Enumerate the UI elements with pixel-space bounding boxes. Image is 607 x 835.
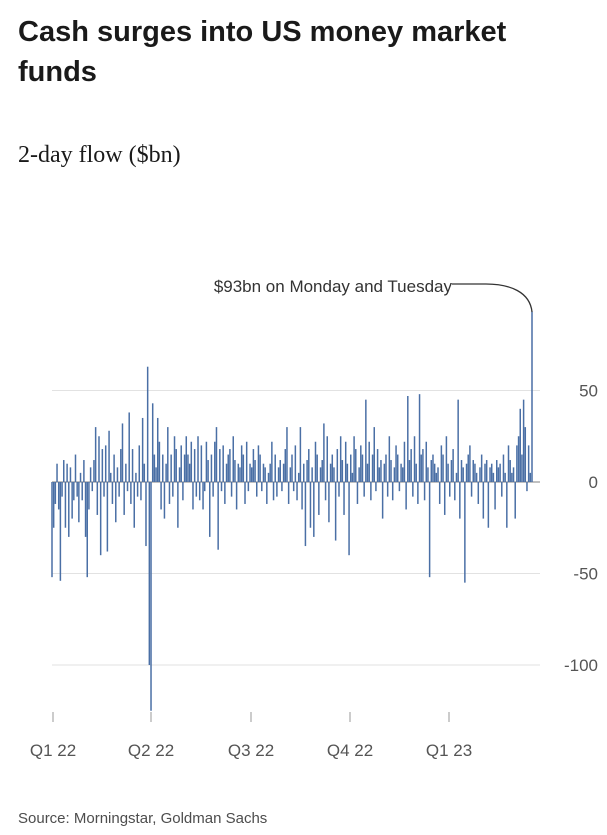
chart-title: Cash surges into US money market funds	[18, 16, 507, 88]
x-tick-label: Q3 22	[228, 741, 274, 760]
bar-layer	[51, 311, 533, 711]
y-tick-label: 50	[579, 382, 598, 401]
y-tick-label: -50	[573, 565, 598, 584]
x-tick-label: Q2 22	[128, 741, 174, 760]
annotation-leader-line	[452, 283, 533, 313]
axis-layer: Q1 22 Q2 22 Q3 22 Q4 22 Q1 23	[30, 712, 472, 760]
source-note: Source: Morningstar, Goldman Sachs	[18, 810, 268, 827]
y-tick-label: 0	[589, 473, 598, 492]
annotation-text: $93bn on Monday and Tuesday	[214, 277, 453, 296]
bar-chart: 50 0 -50 -100 Q1 22 Q2 22 Q3 22 Q4 22 Q1 23 $93…	[30, 277, 598, 760]
x-tick-label: Q1 22	[30, 741, 76, 760]
x-tick-label: Q1 23	[426, 741, 472, 760]
x-tick-label: Q4 22	[327, 741, 373, 760]
grid-layer: 50 0 -50 -100	[52, 382, 598, 675]
annotation-layer: $93bn on Monday and Tuesday	[214, 277, 533, 313]
y-tick-label: -100	[564, 656, 598, 675]
chart-subtitle: 2-day flow ($bn)	[18, 142, 181, 168]
